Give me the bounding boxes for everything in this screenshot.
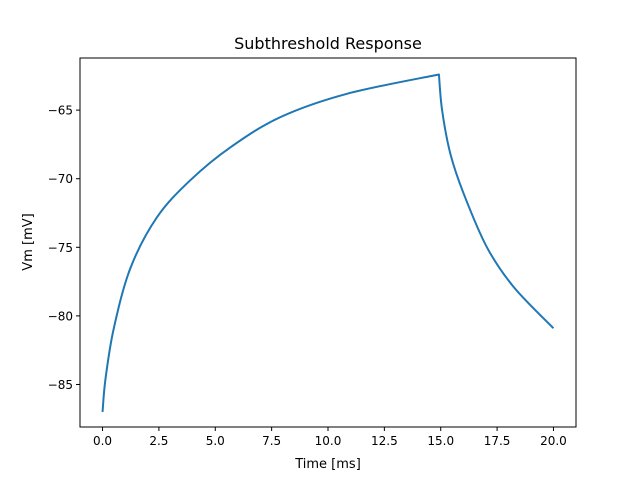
- y-axis: −65 −70 −75 −80 −85: [48, 104, 80, 392]
- x-axis-label: Time [ms]: [294, 457, 361, 472]
- x-tick-label: 15.0: [427, 434, 454, 448]
- y-tick-label: −80: [48, 309, 73, 323]
- y-tick-label: −70: [48, 172, 73, 186]
- x-axis: 0.0 2.5 5.0 7.5 10.0 12.5 15.0 17.5 20.0: [93, 427, 567, 448]
- y-tick-label: −75: [48, 241, 73, 255]
- x-tick-label: 0.0: [93, 434, 112, 448]
- y-tick-label: −85: [48, 378, 73, 392]
- x-tick-label: 12.5: [371, 434, 398, 448]
- x-tick-label: 7.5: [262, 434, 281, 448]
- y-tick-label: −65: [48, 104, 73, 118]
- x-tick-label: 2.5: [149, 434, 168, 448]
- x-tick-label: 17.5: [484, 434, 511, 448]
- x-tick-label: 5.0: [206, 434, 225, 448]
- y-axis-label: Vm [mV]: [21, 213, 36, 270]
- series-line-vm: [101, 73, 555, 412]
- chart-title: Subthreshold Response: [234, 34, 422, 53]
- plot-area: [101, 73, 555, 412]
- x-tick-label: 20.0: [540, 434, 567, 448]
- x-tick-label: 10.0: [315, 434, 342, 448]
